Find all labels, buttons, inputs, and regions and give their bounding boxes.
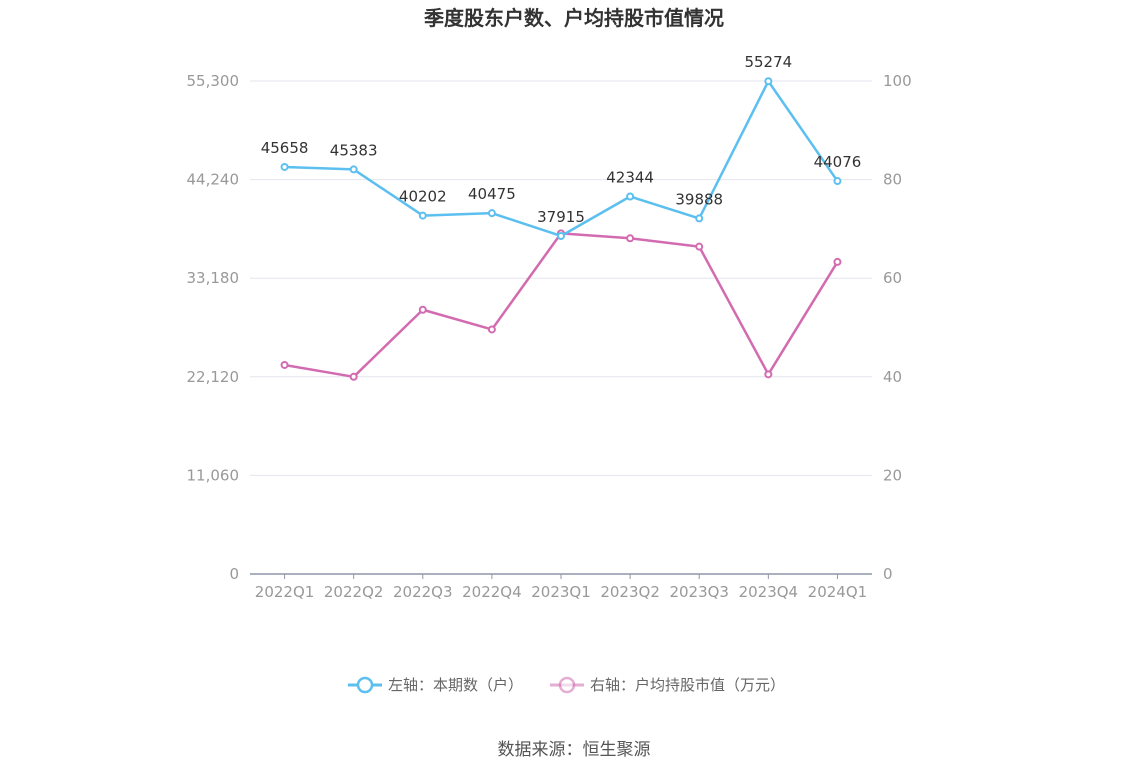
data-point-left [280, 162, 289, 171]
chart-title: 季度股东户数、户均持股市值情况 [423, 6, 724, 30]
data-point-right [418, 305, 427, 314]
y-left-tick-label: 55,300 [187, 72, 240, 90]
x-tick-label: 2023Q3 [669, 583, 729, 601]
y-right-tick-label: 20 [883, 466, 902, 484]
y-left-tick-label: 11,060 [187, 466, 240, 484]
source-note: 数据来源：恒生聚源 [498, 740, 651, 760]
legend-label: 左轴：本期数（户） [388, 676, 523, 694]
x-tick-label: 2023Q1 [531, 583, 591, 601]
data-point-left [418, 211, 427, 220]
data-point-left [487, 209, 496, 218]
y-left-tick-label: 44,240 [187, 171, 240, 189]
data-label: 44076 [814, 153, 862, 171]
data-point-left [764, 77, 773, 86]
data-point-left [833, 177, 842, 186]
y-axis-right: 0 20 40 60 80 100 [883, 72, 912, 583]
x-tick-label: 2022Q1 [255, 583, 315, 601]
legend-marker [356, 676, 374, 694]
y-axis-left: 0 11,060 22,120 33,180 44,240 55,300 [187, 72, 240, 583]
y-right-tick-label: 60 [883, 269, 902, 287]
y-left-tick-label: 22,120 [187, 368, 240, 386]
gridlines [250, 80, 872, 476]
x-tick-label: 2024Q1 [808, 583, 868, 601]
data-label: 40475 [468, 185, 516, 203]
data-point-left [626, 192, 635, 201]
legend-label: 右轴：户均持股市值（万元） [590, 676, 785, 694]
data-label: 39888 [675, 190, 723, 208]
data-point-right [280, 360, 289, 369]
y-left-tick-label: 33,180 [187, 269, 240, 287]
x-tick-label: 2023Q4 [739, 583, 799, 601]
data-point-left [557, 231, 565, 240]
x-tick-label: 2022Q3 [393, 583, 453, 601]
y-right-tick-label: 40 [883, 368, 902, 386]
x-axis: 2022Q1 2022Q2 2022Q3 2022Q4 2023Q1 2023Q2 2023… [250, 573, 872, 601]
data-label: 40202 [399, 188, 447, 206]
y-right-tick-label: 100 [883, 72, 912, 90]
x-tick-label: 2022Q2 [324, 583, 384, 601]
x-tick-label: 2023Q2 [600, 583, 660, 601]
data-point-left [695, 214, 704, 223]
y-right-tick-label: 0 [883, 565, 893, 583]
legend: 左轴：本期数（户） 右轴：户均持股市值（万元） [348, 676, 785, 694]
data-point-right [349, 372, 358, 381]
data-label: 55274 [744, 53, 792, 71]
data-point-right [487, 325, 496, 334]
data-point-right [833, 257, 842, 266]
data-label: 45383 [330, 141, 378, 159]
data-labels: 45658 45383 40202 40475 37915 42344 39888 55274… [261, 53, 862, 226]
series-layer [280, 77, 842, 381]
data-label: 37915 [537, 208, 585, 226]
data-point-left [349, 165, 358, 174]
series-line-right [284, 232, 839, 379]
data-point-right [626, 234, 635, 243]
x-tick-label: 2022Q4 [462, 583, 522, 601]
data-point-right [695, 242, 704, 251]
data-label: 45658 [261, 139, 309, 157]
data-label: 42344 [606, 169, 654, 187]
y-left-tick-label: 0 [229, 565, 239, 583]
legend-marker [558, 676, 576, 694]
y-right-tick-label: 80 [883, 171, 902, 189]
data-point-right [764, 370, 773, 379]
